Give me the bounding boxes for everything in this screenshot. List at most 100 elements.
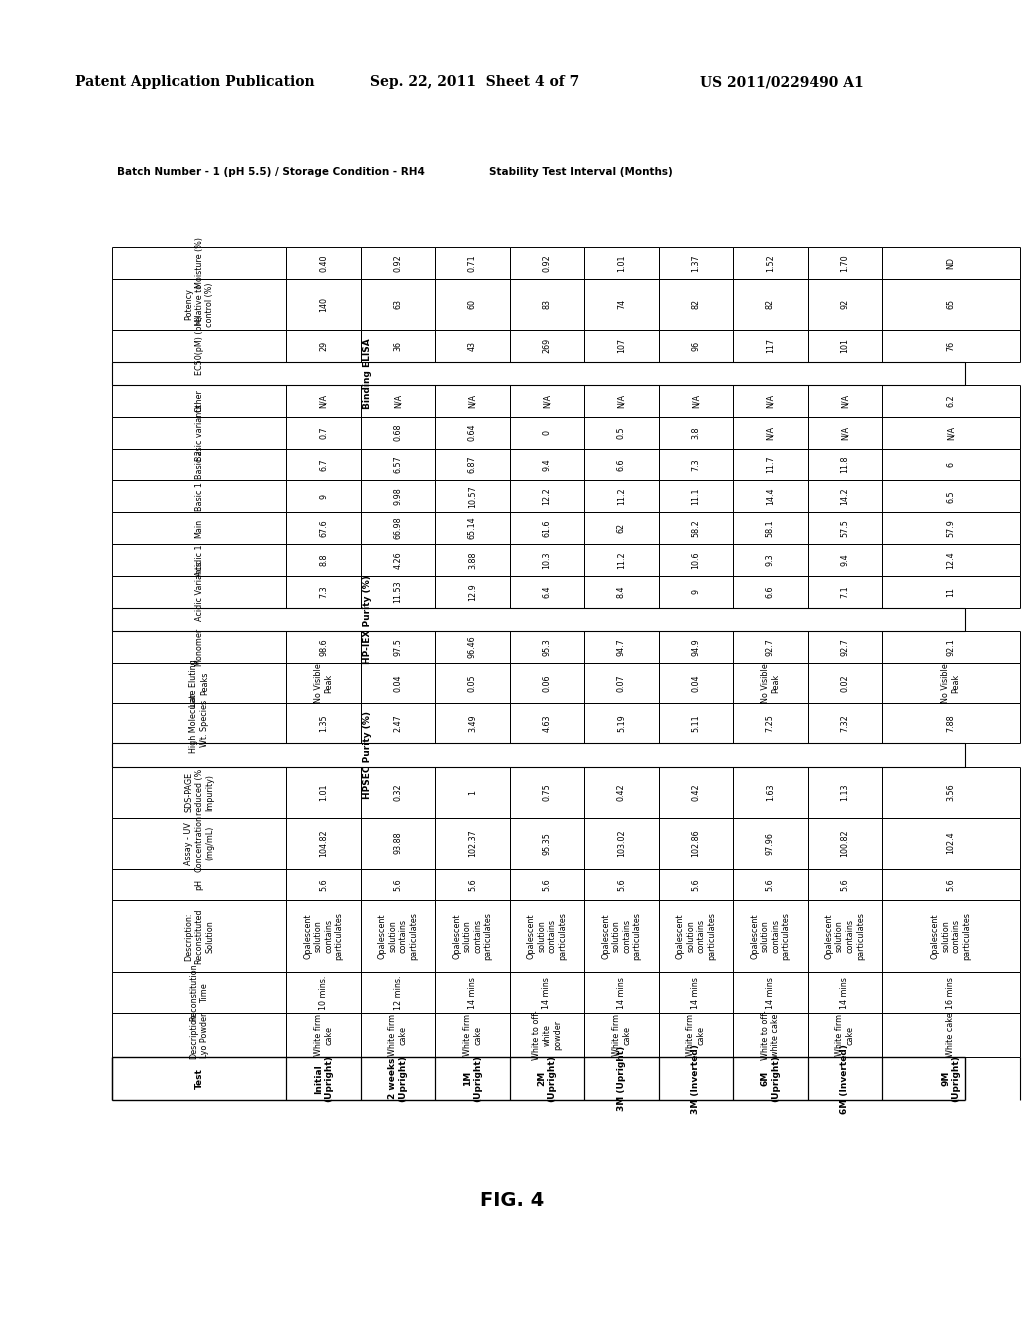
Text: 92: 92: [841, 300, 849, 309]
Text: 12 mins.: 12 mins.: [393, 975, 402, 1010]
Text: 11.53: 11.53: [393, 581, 402, 603]
Text: 14 mins: 14 mins: [766, 977, 775, 1008]
Text: 117: 117: [766, 338, 775, 354]
Text: 16 mins: 16 mins: [946, 977, 955, 1008]
Text: N/A: N/A: [766, 393, 775, 408]
Text: 5.6: 5.6: [766, 878, 775, 891]
Text: 95.35: 95.35: [543, 832, 552, 854]
Text: Reconstitution
Time: Reconstitution Time: [189, 964, 209, 1022]
Text: 6.4: 6.4: [543, 586, 552, 598]
Text: Acidic Variants: Acidic Variants: [195, 562, 204, 622]
Text: 14.2: 14.2: [841, 487, 849, 506]
Text: 57.9: 57.9: [946, 519, 955, 537]
Text: 140: 140: [319, 297, 328, 312]
Text: 66.98: 66.98: [393, 516, 402, 540]
Text: 74: 74: [616, 300, 626, 309]
Text: 0.32: 0.32: [393, 783, 402, 801]
Text: US 2011/0229490 A1: US 2011/0229490 A1: [700, 75, 864, 88]
Text: White cake: White cake: [946, 1012, 955, 1057]
Text: 0.64: 0.64: [468, 424, 477, 441]
Text: 1.01: 1.01: [616, 255, 626, 272]
Text: Monomer: Monomer: [195, 628, 204, 667]
Text: 5.11: 5.11: [691, 714, 700, 733]
Text: 102.37: 102.37: [468, 829, 477, 857]
Text: 101: 101: [841, 338, 849, 354]
Text: Opalescent
solution
contains
particulates: Opalescent solution contains particulate…: [303, 912, 344, 961]
Text: EC50(pM) (pM): EC50(pM) (pM): [195, 315, 204, 375]
Text: 11.2: 11.2: [616, 550, 626, 569]
Text: Basic 2: Basic 2: [195, 450, 204, 479]
Text: 92.7: 92.7: [766, 638, 775, 656]
Text: ND: ND: [946, 257, 955, 269]
Text: 7.88: 7.88: [946, 714, 955, 733]
Text: 1.52: 1.52: [766, 253, 775, 272]
Text: 10 mins.: 10 mins.: [319, 975, 328, 1010]
Text: 82: 82: [766, 300, 775, 309]
Text: 95.3: 95.3: [543, 638, 552, 656]
Text: N/A: N/A: [319, 393, 328, 408]
Text: N/A: N/A: [691, 393, 700, 408]
Text: 6.57: 6.57: [393, 455, 402, 474]
Text: Main: Main: [195, 519, 204, 537]
Text: 0.02: 0.02: [841, 675, 849, 692]
Text: HPSEC Purity (%): HPSEC Purity (%): [364, 711, 373, 799]
Text: 65: 65: [946, 300, 955, 309]
Text: N/A: N/A: [841, 425, 849, 440]
Text: 12.9: 12.9: [468, 583, 477, 601]
Text: 10.6: 10.6: [691, 552, 700, 569]
Text: 29: 29: [319, 341, 328, 351]
Text: 14.4: 14.4: [766, 487, 775, 506]
Text: Batch Number - 1 (pH 5.5) / Storage Condition - RH4: Batch Number - 1 (pH 5.5) / Storage Cond…: [117, 168, 425, 177]
Text: FIG. 4: FIG. 4: [480, 1191, 544, 1209]
Text: 11.1: 11.1: [691, 487, 700, 506]
Text: 5.6: 5.6: [691, 878, 700, 891]
Text: No Visible
Peak: No Visible Peak: [761, 663, 780, 702]
Text: 0.05: 0.05: [468, 675, 477, 692]
Text: 11.8: 11.8: [841, 455, 849, 473]
Text: 1.35: 1.35: [319, 714, 328, 733]
Text: 0.04: 0.04: [691, 675, 700, 692]
Text: 1: 1: [468, 789, 477, 795]
Text: N/A: N/A: [543, 393, 552, 408]
Text: 9M
(Upright): 9M (Upright): [941, 1055, 961, 1102]
Text: 2 weeks
(Upright): 2 weeks (Upright): [388, 1055, 408, 1102]
Text: 3.56: 3.56: [946, 783, 955, 801]
Text: 63: 63: [393, 300, 402, 309]
Text: 5.6: 5.6: [946, 878, 955, 891]
Text: 102.4: 102.4: [946, 832, 955, 854]
Text: 94.7: 94.7: [616, 638, 626, 656]
Text: 0.42: 0.42: [616, 783, 626, 801]
Text: 5.6: 5.6: [543, 878, 552, 891]
Text: White firm
cake: White firm cake: [388, 1014, 408, 1056]
Text: 9: 9: [319, 494, 328, 499]
Text: 97.96: 97.96: [766, 832, 775, 854]
Text: 6M
(Upright): 6M (Upright): [761, 1055, 780, 1102]
Text: 94.9: 94.9: [691, 638, 700, 656]
Text: 7.1: 7.1: [841, 585, 849, 598]
Text: 0.5: 0.5: [616, 426, 626, 440]
Text: HP-IEX Purity (%): HP-IEX Purity (%): [364, 574, 373, 664]
Text: 8.8: 8.8: [319, 553, 328, 566]
Text: 11.7: 11.7: [766, 455, 775, 474]
Text: 3.49: 3.49: [468, 714, 477, 733]
Text: 10.3: 10.3: [543, 552, 552, 569]
Text: Initial
(Upright): Initial (Upright): [314, 1055, 333, 1102]
Text: 14 mins: 14 mins: [691, 977, 700, 1008]
Text: 9: 9: [691, 589, 700, 594]
Text: Opalescent
solution
contains
particulates: Opalescent solution contains particulate…: [931, 912, 971, 961]
Text: 11.2: 11.2: [616, 487, 626, 506]
Text: 12.4: 12.4: [946, 550, 955, 569]
Text: 2M
(Upright): 2M (Upright): [538, 1055, 557, 1102]
Text: 6.2: 6.2: [946, 395, 955, 407]
Text: Opalescent
solution
contains
particulates: Opalescent solution contains particulate…: [824, 912, 865, 961]
Text: Potency
relative to
control (%): Potency relative to control (%): [184, 282, 214, 326]
Text: 3M (Upright): 3M (Upright): [616, 1045, 626, 1111]
Text: 14 mins: 14 mins: [543, 977, 552, 1008]
Text: Basic 1: Basic 1: [195, 482, 204, 511]
Text: 0.07: 0.07: [616, 675, 626, 692]
Text: Opalescent
solution
contains
particulates: Opalescent solution contains particulate…: [676, 912, 716, 961]
Text: 9.4: 9.4: [841, 553, 849, 566]
Text: 1.01: 1.01: [319, 784, 328, 801]
Text: 43: 43: [468, 341, 477, 351]
Text: 6.6: 6.6: [616, 458, 626, 471]
